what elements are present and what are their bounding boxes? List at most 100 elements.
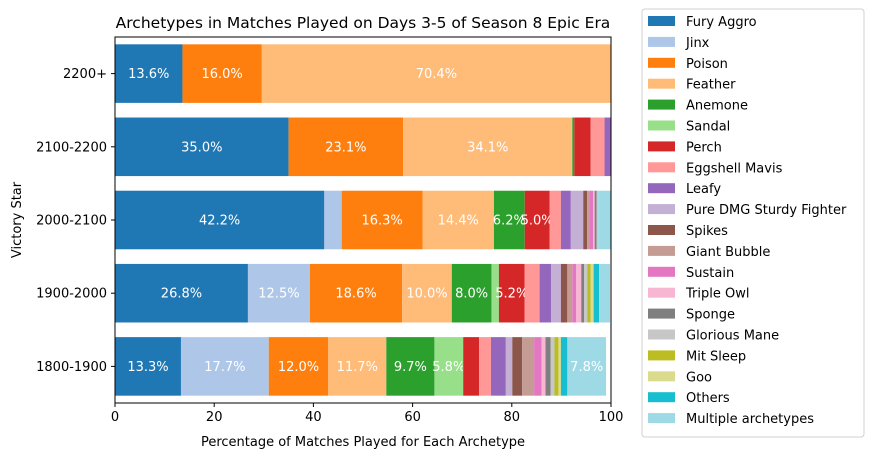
bar-segment: [549, 190, 561, 250]
bar-segment: [574, 117, 591, 177]
legend-label: Jinx: [685, 36, 710, 51]
x-tick-label: 20: [206, 410, 223, 425]
bar-segment: [180, 337, 269, 396]
legend-label: Sandal: [686, 120, 730, 135]
bar-data-label: 7.8%: [570, 360, 603, 375]
bar-segment: [539, 263, 551, 323]
bar-segment: [261, 44, 611, 103]
legend-swatch: [648, 245, 675, 256]
bar-segment: [115, 263, 248, 323]
legend-label: Perch: [686, 140, 722, 155]
bar-segment: [115, 337, 181, 396]
legend-swatch: [648, 225, 675, 235]
legend-swatch: [648, 392, 675, 403]
bar-segment: [479, 337, 491, 396]
bar-segment: [576, 263, 582, 323]
legend-label: Fury Aggro: [686, 15, 757, 30]
y-axis: 2200+ 2100-2200 2000-2100 1900-2000 1800-190…: [36, 67, 115, 375]
bar-data-label: 23.1%: [325, 140, 366, 155]
y-tick-label: 2000-2100: [36, 214, 107, 229]
bar-segment: [115, 117, 289, 177]
bar-data-label: 16.0%: [201, 67, 242, 82]
plot-area: 13.6% 16.0% 70.4% 35.0% 23.1% 34.1% 42.2% 16.3%…: [115, 44, 611, 396]
legend-label: Triple Owl: [685, 287, 749, 302]
chart-title: Archetypes in Matches Played on Days 3-5…: [116, 14, 611, 32]
bar-data-label: 12.5%: [258, 287, 299, 302]
legend-label: Pure DMG Sturdy Fighter: [686, 203, 847, 218]
bar-segment: [451, 263, 492, 323]
x-tick-label: 40: [305, 410, 322, 425]
bar-segment: [403, 117, 573, 177]
bar-segment: [590, 263, 594, 323]
y-tick-label: 2100-2200: [36, 140, 107, 155]
legend-label: Multiple archetypes: [686, 412, 814, 427]
bar-segment: [594, 190, 597, 250]
bar-data-label: 26.8%: [161, 287, 202, 302]
bar-data-label: 16.3%: [361, 214, 402, 229]
bar-segment: [524, 263, 540, 323]
legend-label: Mit Sleep: [686, 349, 746, 364]
bar-segment: [560, 190, 571, 250]
x-tick-label: 100: [599, 410, 624, 425]
legend-swatch: [648, 350, 675, 361]
legend-swatch: [648, 287, 675, 298]
legend-swatch: [648, 266, 675, 277]
legend-label: Anemone: [686, 99, 748, 114]
legend-swatch: [648, 329, 675, 340]
legend-label: Goo: [686, 370, 712, 385]
legend-swatch: [648, 183, 675, 194]
bar-segment: [599, 263, 611, 323]
bar-segment: [288, 117, 404, 177]
bar-segment: [596, 190, 599, 250]
bar-segment: [587, 263, 591, 323]
legend-label: Spikes: [686, 224, 728, 239]
bar-segment: [522, 337, 535, 396]
bar-segment: [268, 337, 329, 396]
bar-segment: [324, 190, 342, 250]
bar-segment: [584, 263, 588, 323]
bar-segment: [593, 263, 600, 323]
bar-segment: [560, 337, 568, 396]
legend-frame: [641, 8, 865, 438]
bar-segment: [541, 337, 546, 396]
legend-swatch: [648, 413, 675, 424]
bar-segment: [550, 263, 561, 323]
bar-segment: [341, 190, 423, 250]
bar-segment: [572, 117, 575, 177]
bar-segment: [567, 337, 607, 396]
bar-segment: [434, 337, 464, 396]
bar-segment: [590, 117, 605, 177]
bar-segment: [587, 190, 590, 250]
y-tick-label: 2200+: [63, 67, 107, 82]
bar-segment: [583, 190, 588, 250]
bar-segment: [558, 337, 561, 396]
legend-label: Feather: [686, 78, 736, 93]
legend-label: Sustain: [686, 266, 734, 281]
bar-segment: [572, 263, 577, 323]
bar-data-label: 5.8%: [432, 360, 465, 375]
legend-label: Sponge: [686, 308, 735, 323]
bar-segment: [493, 190, 525, 250]
y-tick-label: 1900-2000: [36, 287, 107, 302]
bar-segment: [463, 337, 480, 396]
bar-data-label: 11.7%: [337, 360, 378, 375]
legend-label: Glorious Mane: [686, 329, 779, 344]
bar-segment: [567, 263, 573, 323]
y-axis-label: Victory Star: [10, 181, 25, 258]
bar-segment: [491, 263, 499, 323]
legend-swatch: [648, 204, 675, 215]
bar-segment: [570, 190, 584, 250]
bar-data-label: 10.0%: [406, 287, 447, 302]
bar-segment: [182, 44, 262, 103]
legend-swatch: [648, 141, 675, 152]
bar-segment: [490, 337, 506, 396]
legend-label: Eggshell Mavis: [686, 161, 783, 176]
legend-swatch: [648, 162, 675, 173]
bar-data-label: 12.0%: [278, 360, 319, 375]
bar-data-label: 35.0%: [181, 140, 222, 155]
bar-data-label: 17.7%: [204, 360, 245, 375]
bar-data-label: 70.4%: [416, 67, 457, 82]
legend-label: Giant Bubble: [686, 245, 770, 260]
bar-segment: [524, 190, 550, 250]
